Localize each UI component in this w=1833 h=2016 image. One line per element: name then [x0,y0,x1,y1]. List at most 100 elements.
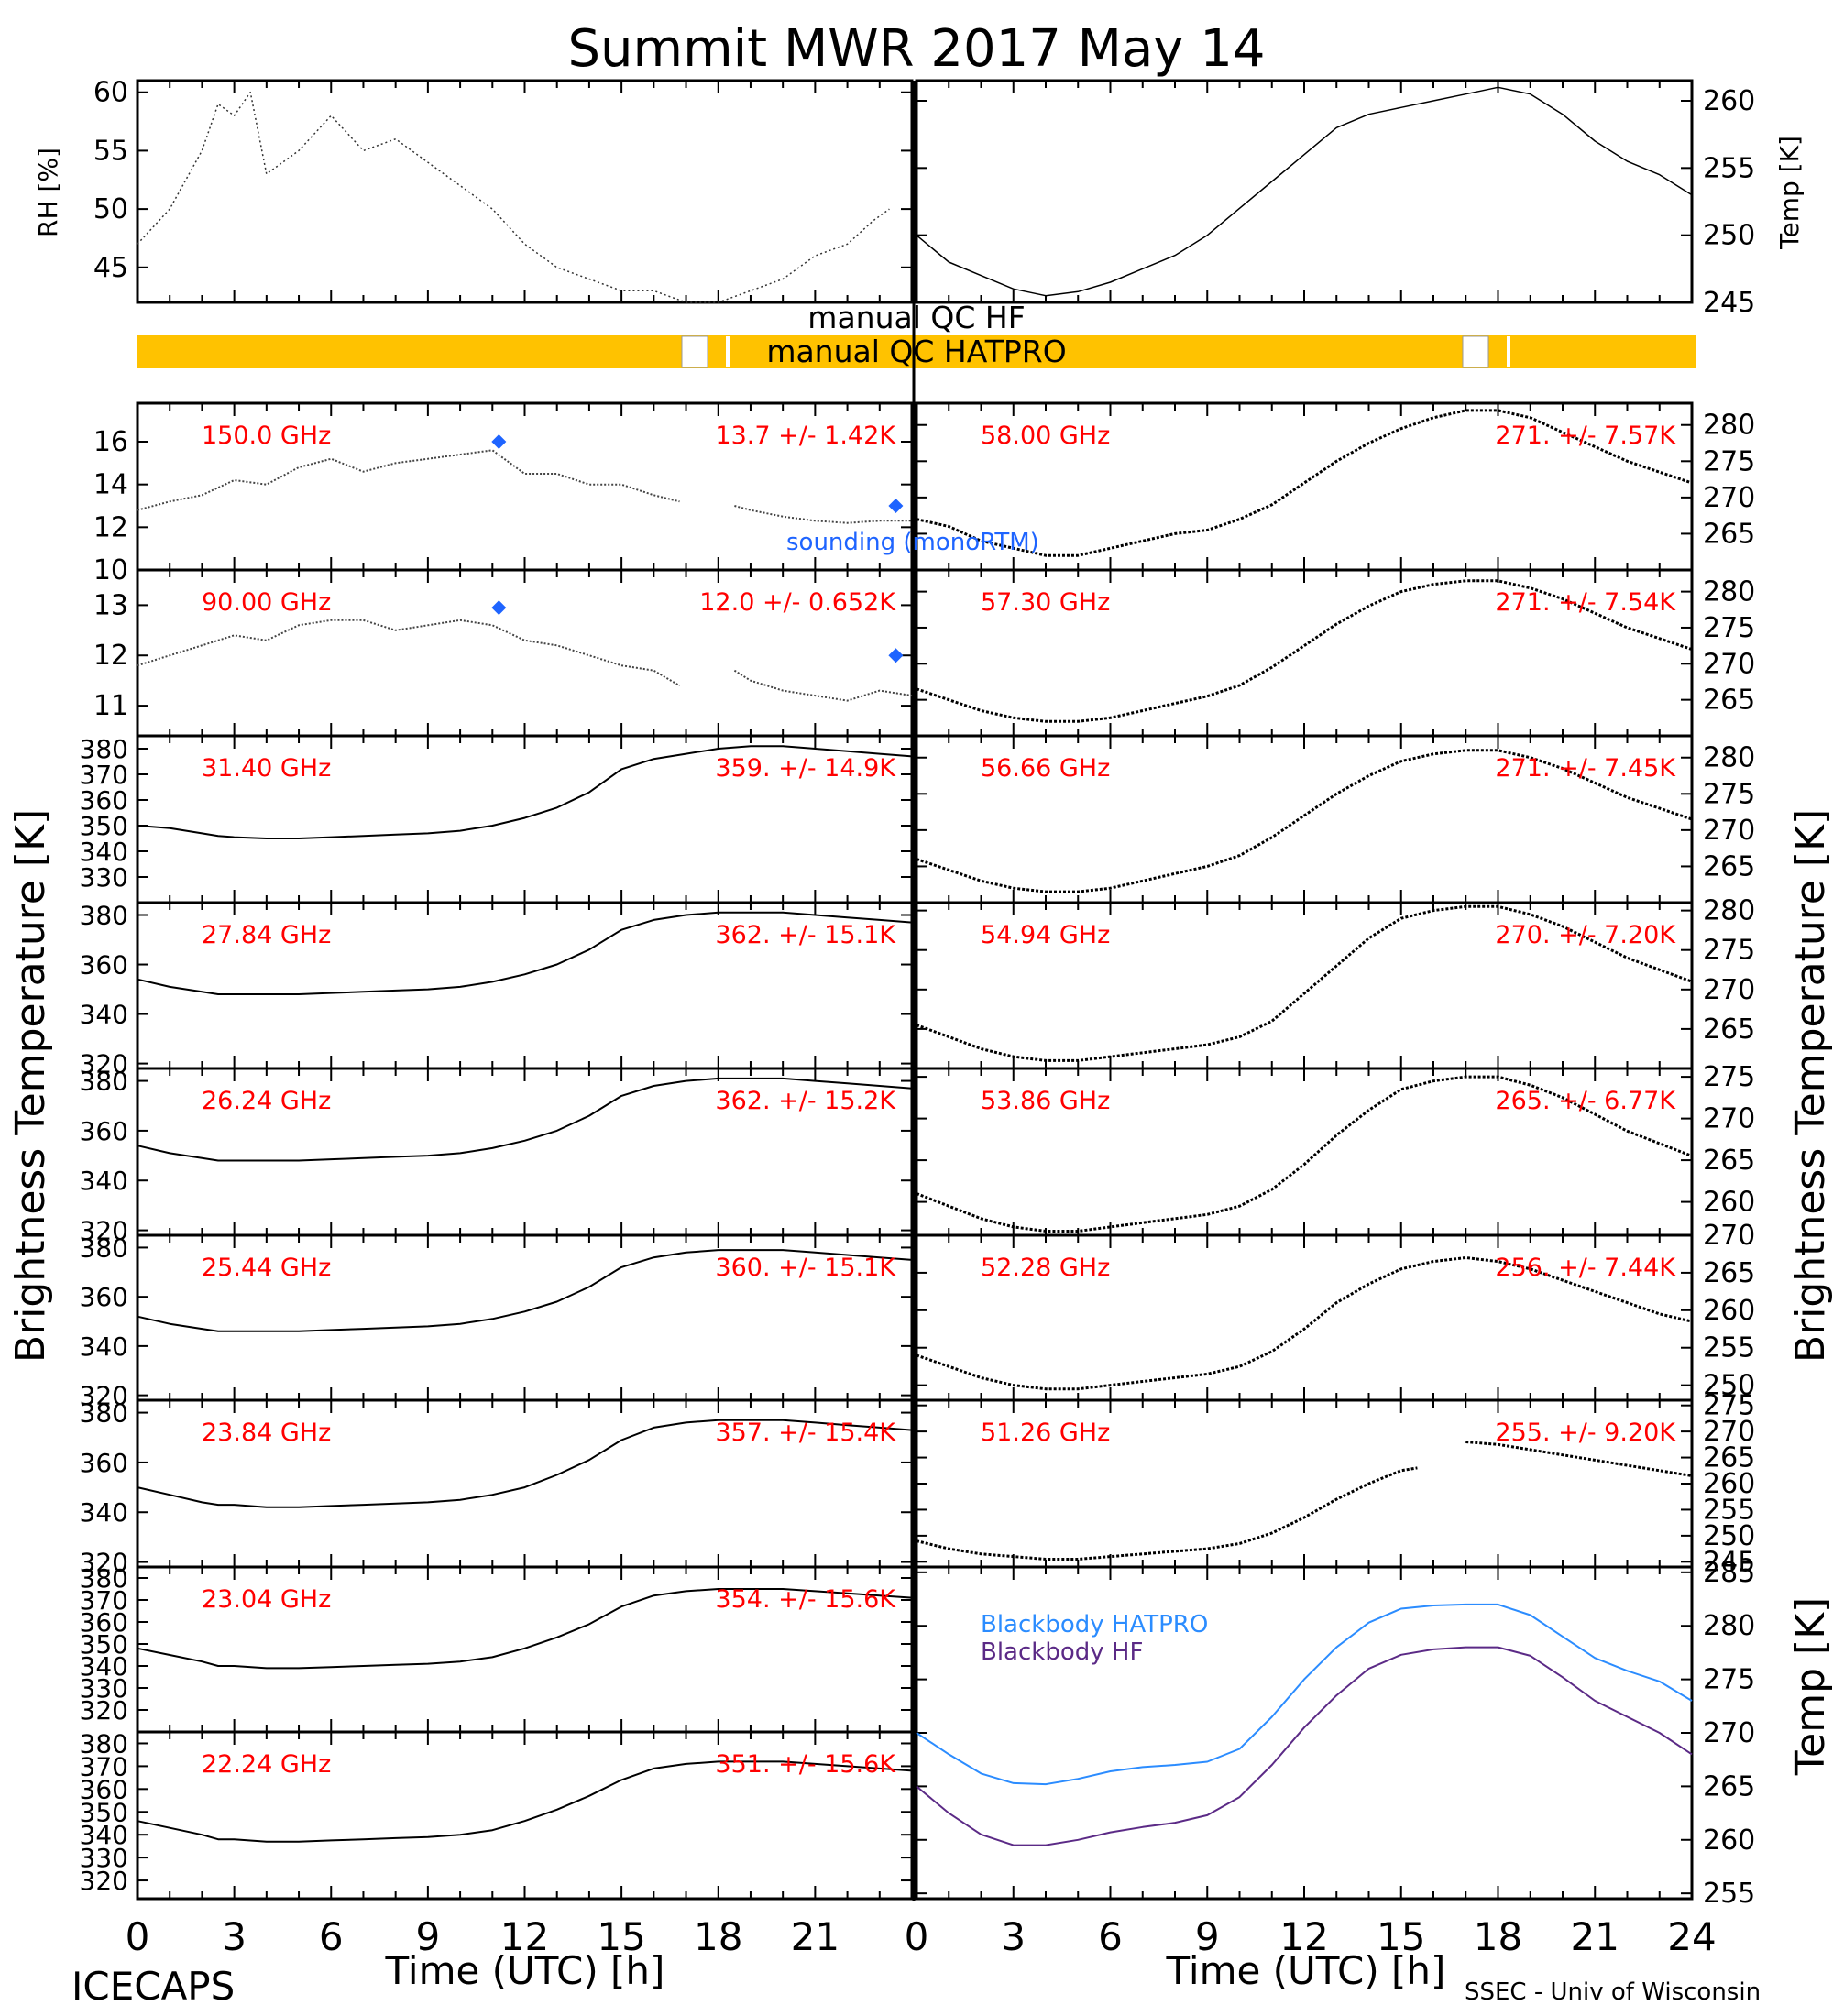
sounding-marker [888,499,904,513]
y-tick-label: 275 [1703,445,1755,477]
y-tick-label: 250 [1703,220,1755,252]
y-tick-label: 280 [1703,410,1755,442]
footer-left: ICECAPS [71,1964,235,2009]
legend-bb-hatpro: Blackbody HATPRO [981,1611,1208,1638]
brightness-axis-title-right: Brightness Temperature [K] [1787,809,1833,1363]
y-tick-label: 320 [80,1866,128,1896]
channel-stat-label: 357. +/- 15.4K [715,1419,896,1447]
x-tick-label: 15 [1377,1914,1425,1959]
y-tick-label: 270 [1703,648,1755,680]
y-tick-label: 255 [1703,1878,1755,1910]
y-tick-label: 260 [1703,1295,1755,1327]
y-tick-label: 320 [80,1049,128,1079]
y-tick-label: 360 [80,950,128,981]
series-line [916,749,1693,893]
y-tick-label: 380 [80,901,128,931]
y-tick-label: 350 [80,811,128,841]
x-tick-label: 21 [791,1914,840,1959]
y-tick-label: 340 [80,1497,128,1528]
rh-axis-title: RH [%] [33,148,63,237]
channel-stat-label: 354. +/- 15.6K [715,1585,896,1614]
y-tick-label: 265 [1703,518,1755,550]
y-tick-label: 380 [80,734,128,764]
y-tick-label: 260 [1703,1468,1755,1500]
y-tick-label: 265 [1703,685,1755,717]
y-tick-label: 270 [1703,974,1755,1006]
series-line [916,904,1693,1062]
y-tick-label: 285 [1703,1557,1755,1589]
y-tick-label: 380 [80,1067,128,1097]
qc-hatpro-label: manual QC HATPRO [766,334,1066,369]
y-tick-label: 380 [80,1728,128,1759]
channel-frequency-label: 53.86 GHz [981,1087,1110,1115]
panel-blackbody: 255 260 265 270 275 280 285 [915,1557,1755,1910]
chart-title: Summit MWR 2017 May 14 [567,19,1265,79]
y-tick-label: 340 [80,837,128,867]
y-tick-label: 275 [1703,935,1755,967]
y-tick-label: 245 [1703,287,1755,319]
panel-frame [136,79,914,304]
x-tick-labels: 0 3 6 9 12 15 18 21 0 3 6 9 12 15 18 21 24 [126,1914,1717,1959]
y-tick-label: 260 [1703,85,1755,117]
y-tick-label: 340 [80,1331,128,1362]
y-tick-label: 260 [1703,1824,1755,1857]
series-line [137,619,913,702]
channel-frequency-label: 56.66 GHz [981,754,1110,783]
channel-frequency-label: 25.44 GHz [202,1254,331,1282]
channel-stat-label: 270. +/- 7.20K [1495,921,1676,949]
y-tick-label: 280 [1703,576,1755,608]
channel-stat-label: 13.7 +/- 1.42K [715,422,896,450]
y-tick-label: 10 [93,554,128,586]
y-tick-label: 250 [1703,1520,1755,1552]
channel-stat-label: 12.0 +/- 0.652K [699,588,896,617]
x-tick-label: 18 [694,1914,742,1959]
channel-stat-label: 256. +/- 7.44K [1495,1254,1676,1282]
y-tick-label: 370 [80,1585,128,1616]
y-tick-label: 340 [80,1166,128,1196]
y-tick-label: 275 [1703,1664,1755,1696]
sounding-marker [491,434,507,449]
x-tick-label: 12 [500,1914,549,1959]
y-tick-label: 255 [1703,152,1755,184]
x-tick-label: 6 [1098,1914,1123,1959]
y-tick-label: 275 [1703,778,1755,810]
y-tick-label: 280 [1703,895,1755,927]
y-tick-label: 275 [1703,612,1755,644]
qc-hatpro-bar [137,335,1696,368]
y-tick-label: 265 [1703,1257,1755,1289]
x-axis-title-right: Time (UTC) [h] [1166,1948,1446,1993]
y-tick-label: 360 [80,1282,128,1312]
blackbody-temp-axis-title: Temp [K] [1787,1597,1833,1776]
panel-rh: 45 50 55 60 [93,77,914,304]
channel-frequency-label: 150.0 GHz [202,422,331,450]
x-tick-label: 12 [1279,1914,1328,1959]
y-tick-label: 45 [93,252,128,284]
series-line [916,1256,1693,1391]
series-line [137,1077,913,1162]
series-line [916,86,1693,297]
y-tick-label: 270 [1703,1220,1755,1252]
y-tick-label: 265 [1703,1442,1755,1474]
panel-150-0-GHz: 10 12 14 16 150.0 GHz 13.7 +/- 1.42K [93,401,914,586]
y-tick-label: 265 [1703,1013,1755,1046]
y-tick-label: 320 [80,1548,128,1578]
y-tick-label: 370 [80,760,128,790]
y-tick-label: 60 [93,77,128,109]
series-line [137,911,913,995]
y-tick-label: 255 [1703,1494,1755,1526]
y-tick-label: 265 [1703,1145,1755,1177]
y-tick-label: 320 [80,1381,128,1411]
channel-frequency-label: 23.04 GHz [202,1585,331,1614]
panel-23-84-GHz: 320 340 360 380 23.84 GHz 357. +/- 15.4K [80,1398,914,1578]
y-tick-label: 50 [93,193,128,225]
y-tick-label: 55 [93,135,128,167]
x-tick-label: 9 [1195,1914,1220,1959]
y-tick-label: 270 [1703,815,1755,847]
channel-stat-label: 362. +/- 15.1K [715,921,896,949]
x-tick-label: 15 [597,1914,645,1959]
sounding-marker [888,648,904,663]
series-line [916,1075,1693,1233]
